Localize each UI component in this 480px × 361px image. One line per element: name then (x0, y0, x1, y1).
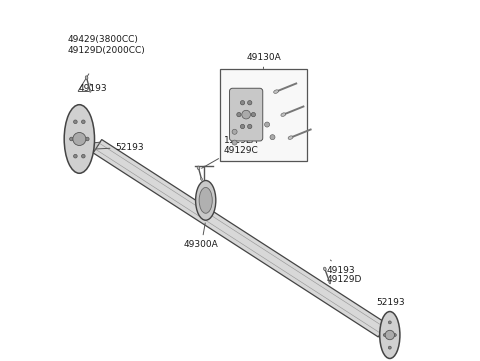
Ellipse shape (288, 136, 293, 139)
Circle shape (251, 112, 255, 117)
Ellipse shape (199, 187, 212, 213)
Text: 49300A: 49300A (184, 223, 219, 249)
Circle shape (248, 124, 252, 129)
Circle shape (270, 135, 275, 140)
Circle shape (85, 137, 89, 141)
Ellipse shape (201, 178, 203, 180)
Text: 49129D: 49129D (326, 275, 362, 284)
Circle shape (242, 110, 251, 119)
Text: 52193: 52193 (376, 298, 405, 313)
Ellipse shape (85, 76, 88, 79)
Polygon shape (379, 326, 385, 334)
Bar (220, 69, 307, 161)
Circle shape (73, 132, 86, 145)
Circle shape (248, 101, 252, 105)
Ellipse shape (281, 113, 286, 116)
Ellipse shape (324, 267, 326, 271)
Circle shape (384, 334, 386, 336)
Circle shape (73, 155, 77, 158)
Circle shape (388, 321, 391, 324)
Text: 49429(3800CC)
49129D(2000CC): 49429(3800CC) 49129D(2000CC) (68, 35, 145, 55)
Circle shape (237, 112, 241, 117)
Circle shape (232, 129, 237, 134)
Circle shape (82, 120, 85, 123)
Text: 49193: 49193 (326, 260, 355, 275)
Circle shape (388, 346, 391, 349)
Ellipse shape (329, 281, 331, 284)
Text: 49130A: 49130A (246, 53, 281, 69)
Ellipse shape (89, 90, 91, 92)
Polygon shape (93, 140, 387, 337)
Ellipse shape (195, 180, 216, 220)
Ellipse shape (274, 90, 278, 93)
Ellipse shape (197, 166, 200, 170)
Circle shape (264, 122, 270, 127)
Circle shape (240, 101, 245, 105)
Circle shape (385, 330, 395, 340)
Polygon shape (89, 142, 100, 152)
Text: 49193: 49193 (78, 84, 107, 93)
Ellipse shape (380, 312, 400, 358)
Circle shape (70, 137, 73, 141)
Ellipse shape (64, 105, 95, 173)
Circle shape (240, 124, 245, 129)
Circle shape (232, 140, 237, 145)
Circle shape (73, 120, 77, 123)
Text: 52193: 52193 (96, 143, 144, 152)
Circle shape (82, 155, 85, 158)
Circle shape (394, 334, 396, 336)
Text: 1129LA
49129C: 1129LA 49129C (202, 136, 259, 168)
FancyBboxPatch shape (229, 88, 263, 141)
